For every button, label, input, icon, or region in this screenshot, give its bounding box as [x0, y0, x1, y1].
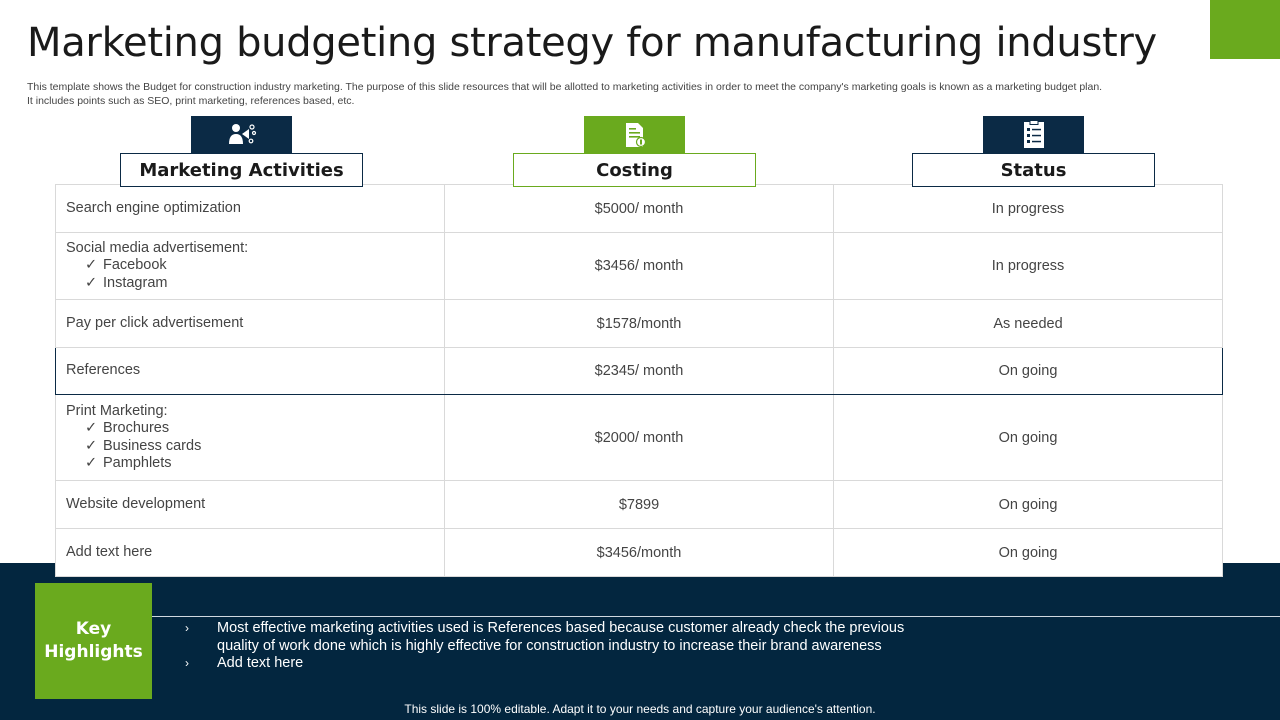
activity-label: Pay per click advertisement	[66, 314, 244, 331]
table-row: Add text here $3456/month On going	[55, 528, 1223, 577]
highlight-item: › Add text here	[185, 655, 304, 671]
status-cell: On going	[833, 394, 1223, 481]
check-icon: ✓	[85, 274, 98, 291]
band-divider	[152, 616, 1280, 617]
table-row: Pay per click advertisement $1578/month …	[55, 299, 1223, 348]
sub-item: ✓ Facebook	[85, 257, 167, 274]
subtitle-line-2: It includes points such as SEO, print ma…	[27, 95, 355, 107]
activity-cell: Website development	[55, 480, 445, 529]
page-title: Marketing budgeting strategy for manufac…	[27, 20, 1157, 66]
check-icon: ✓	[85, 257, 98, 274]
activity-label: Print Marketing:	[66, 402, 168, 419]
status-cell: On going	[833, 480, 1223, 529]
activity-cell: Social media advertisement: ✓ Facebook ✓ I…	[55, 232, 445, 300]
table-row-highlighted: References $2345/ month On going	[55, 347, 1223, 395]
status-cell: On going	[833, 528, 1223, 577]
cost-cell: $5000/ month	[444, 184, 834, 233]
status-cell: As needed	[833, 299, 1223, 348]
invoice-document-icon	[584, 116, 685, 154]
activity-cell: Pay per click advertisement	[55, 299, 445, 348]
corner-accent	[1210, 0, 1280, 59]
key-highlights-badge: Key Highlights	[35, 583, 152, 699]
activity-cell: Print Marketing: ✓ Brochures ✓ Business ca…	[55, 394, 445, 481]
activity-label: Add text here	[66, 543, 153, 560]
activity-label: Website development	[66, 495, 206, 512]
bullet-chevron-icon: ›	[185, 621, 189, 635]
cost-cell: $3456/month	[444, 528, 834, 577]
highlight-item: › Most effective marketing activities use…	[185, 620, 905, 654]
budget-table: Search engine optimization $5000/ month …	[55, 184, 1223, 577]
sub-item: ✓ Instagram	[85, 274, 168, 291]
cost-cell: $2000/ month	[444, 394, 834, 481]
column-header-costing: Costing	[513, 153, 756, 187]
cost-cell: $3456/ month	[444, 232, 834, 300]
bullet-chevron-icon: ›	[185, 656, 189, 670]
table-row: Print Marketing: ✓ Brochures ✓ Business ca…	[55, 394, 1223, 481]
activity-cell: References	[55, 347, 445, 395]
status-cell: In progress	[833, 232, 1223, 300]
status-cell: On going	[833, 347, 1223, 395]
column-header-activities: Marketing Activities	[120, 153, 363, 187]
subtitle-line-1: This template shows the Budget for const…	[27, 81, 1103, 93]
key-highlights-label-line1: Key	[75, 619, 112, 639]
activity-cell: Search engine optimization	[55, 184, 445, 233]
cost-cell: $7899	[444, 480, 834, 529]
sub-item: ✓ Pamphlets	[85, 455, 172, 471]
bottom-band	[0, 563, 1280, 720]
activity-label: Social media advertisement:	[66, 239, 249, 256]
checklist-icon	[983, 116, 1084, 154]
footer-note: This slide is 100% editable. Adapt it to…	[404, 702, 876, 716]
activity-label: References	[66, 362, 141, 379]
activity-cell: Add text here	[55, 528, 445, 577]
key-highlights-label-line2: Highlights	[44, 642, 143, 662]
table-row: Search engine optimization $5000/ month …	[55, 184, 1223, 233]
check-icon: ✓	[85, 437, 98, 454]
check-icon: ✓	[85, 420, 98, 436]
sub-item: ✓ Brochures	[85, 420, 170, 436]
cost-cell: $1578/month	[444, 299, 834, 348]
check-icon: ✓	[85, 455, 98, 471]
column-header-status: Status	[912, 153, 1155, 187]
key-highlights-list: › Most effective marketing activities use…	[185, 620, 925, 673]
activity-label: Search engine optimization	[66, 199, 241, 216]
cost-cell: $2345/ month	[444, 347, 834, 395]
table-row: Social media advertisement: ✓ Facebook ✓ I…	[55, 232, 1223, 300]
table-row: Website development $7899 On going	[55, 480, 1223, 529]
status-cell: In progress	[833, 184, 1223, 233]
marketing-megaphone-icon	[191, 116, 292, 154]
sub-item: ✓ Business cards	[85, 437, 202, 454]
page-subtitle: This template shows the Budget for const…	[27, 80, 1267, 108]
